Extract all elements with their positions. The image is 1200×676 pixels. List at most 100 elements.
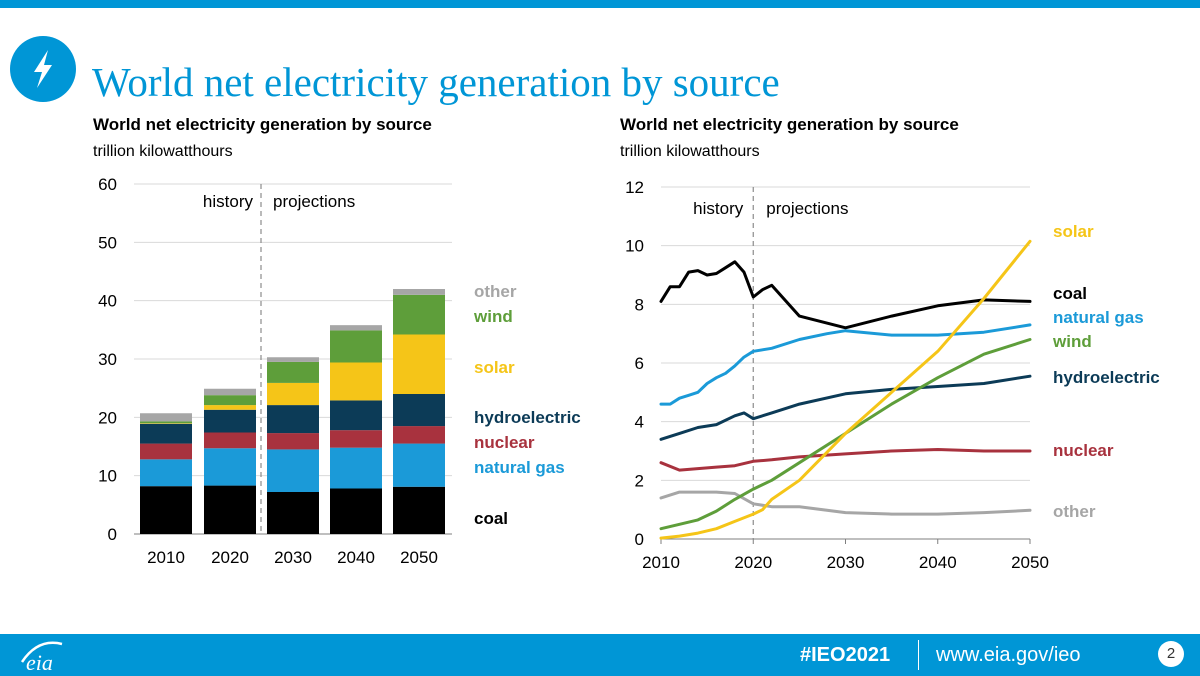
bar-segment-nuclear <box>393 426 445 444</box>
series-label-solar: solar <box>1053 222 1094 241</box>
bar-segment-nuclear <box>204 432 256 449</box>
x-tick-label: 2020 <box>734 553 772 572</box>
bar-segment-nuclear <box>267 433 319 450</box>
bar-segment-natural-gas <box>393 443 445 487</box>
bar-segment-coal <box>204 485 256 534</box>
slide-title: World net electricity generation by sour… <box>92 59 780 105</box>
bar-segment-hydroelectric <box>393 394 445 427</box>
y-tick-label: 30 <box>98 350 117 369</box>
x-tick-label: 2020 <box>211 548 249 567</box>
bar-segment-natural-gas <box>330 447 382 489</box>
x-tick-label: 2050 <box>400 548 438 567</box>
bar-segment-coal <box>330 488 382 534</box>
bar-segment-coal <box>393 486 445 534</box>
bar-segment-other <box>267 357 319 362</box>
legend-label-hydroelectric: hydroelectric <box>474 408 581 427</box>
series-line-other <box>659 490 1032 516</box>
page-number: 2 <box>1158 641 1184 667</box>
bar-segment-coal <box>267 492 319 534</box>
bar-segment-natural-gas <box>204 448 256 486</box>
bar-segment-hydroelectric <box>204 409 256 433</box>
series-label-coal: coal <box>1053 284 1087 303</box>
bar-segment-solar <box>204 405 256 410</box>
x-tick-label: 2040 <box>919 553 957 572</box>
hashtag: #IEO2021 <box>800 644 891 666</box>
series-label-wind: wind <box>1052 332 1092 351</box>
series-line-wind <box>659 338 1032 531</box>
y-tick-label: 8 <box>635 295 644 314</box>
bar-segment-nuclear <box>140 443 192 460</box>
bar-segment-other <box>204 388 256 396</box>
history-label: history <box>203 192 254 211</box>
footer-divider <box>918 640 919 670</box>
y-tick-label: 10 <box>625 237 644 256</box>
bar-segment-wind <box>330 330 382 363</box>
bar-segment-other <box>330 325 382 331</box>
bar-segment-solar <box>393 334 445 394</box>
series-line-natural-gas <box>659 323 1032 406</box>
y-tick-label: 20 <box>98 408 117 427</box>
bar-segment-natural-gas <box>140 459 192 487</box>
y-tick-label: 2 <box>635 471 644 490</box>
x-tick-label: 2030 <box>274 548 312 567</box>
left-chart-subtitle: trillion kilowatthours <box>93 143 233 160</box>
bar-segment-coal <box>140 486 192 534</box>
y-tick-label: 12 <box>625 178 644 197</box>
legend-label-wind: wind <box>473 307 513 326</box>
bar-segment-solar <box>140 423 192 424</box>
bar-segment-other <box>140 413 192 422</box>
website-link[interactable]: www.eia.gov/ieo <box>936 644 1081 666</box>
bar-segment-hydroelectric <box>330 400 382 431</box>
series-label-nuclear: nuclear <box>1053 441 1114 460</box>
bar-segment-wind <box>140 421 192 424</box>
footer-bar: eia #IEO2021 www.eia.gov/ieo 2 <box>0 634 1200 676</box>
right-chart-subtitle: trillion kilowatthours <box>620 143 760 160</box>
legend-label-nuclear: nuclear <box>474 433 535 452</box>
line-chart: 0 2 4 6 8 10 12 2010 2020 2030 2040 2050 history proj… <box>625 178 1160 572</box>
bar-segment-nuclear <box>330 430 382 448</box>
bar-segment-hydroelectric <box>140 423 192 444</box>
y-tick-label: 40 <box>98 292 117 311</box>
top-accent-bar <box>0 0 1200 8</box>
bar-segment-natural-gas <box>267 449 319 492</box>
x-tick-label: 2040 <box>337 548 375 567</box>
bar-segment-other <box>393 289 445 295</box>
series-label-hydroelectric: hydroelectric <box>1053 368 1160 387</box>
x-tick-label: 2010 <box>147 548 185 567</box>
bar-segment-wind <box>267 361 319 383</box>
series-label-other: other <box>1053 502 1096 521</box>
eia-logo: eia <box>20 641 63 675</box>
series-line-nuclear <box>659 448 1032 472</box>
y-tick-label: 0 <box>635 530 644 549</box>
left-chart-title: World net electricity generation by sour… <box>93 115 432 134</box>
legend-label-solar: solar <box>474 358 515 377</box>
legend-label-natural-gas: natural gas <box>474 458 565 477</box>
bar-segment-hydroelectric <box>267 405 319 434</box>
lightning-badge <box>10 36 76 102</box>
bar-segment-solar <box>267 382 319 406</box>
x-tick-label: 2030 <box>827 553 865 572</box>
bar-segment-wind <box>393 294 445 335</box>
right-chart-title: World net electricity generation by sour… <box>620 115 959 134</box>
y-tick-label: 4 <box>635 413 644 432</box>
y-tick-label: 50 <box>98 233 117 252</box>
eia-logo-text: eia <box>26 650 53 675</box>
y-tick-label: 10 <box>98 467 117 486</box>
x-tick-label: 2050 <box>1011 553 1049 572</box>
series-label-natural-gas: natural gas <box>1053 308 1144 327</box>
legend-label-coal: coal <box>474 509 508 528</box>
series-line-hydroelectric <box>659 374 1032 441</box>
series-line-coal <box>659 260 1032 330</box>
y-tick-label: 6 <box>635 354 644 373</box>
y-tick-label: 0 <box>108 525 117 544</box>
bar-segment-wind <box>204 395 256 406</box>
history-label: history <box>693 199 744 218</box>
legend-label-other: other <box>474 282 517 301</box>
bar-segment-solar <box>330 362 382 401</box>
projections-label: projections <box>766 199 848 218</box>
y-tick-label: 60 <box>98 175 117 194</box>
x-tick-label: 2010 <box>642 553 680 572</box>
projections-label: projections <box>273 192 355 211</box>
lightning-icon <box>34 50 52 88</box>
